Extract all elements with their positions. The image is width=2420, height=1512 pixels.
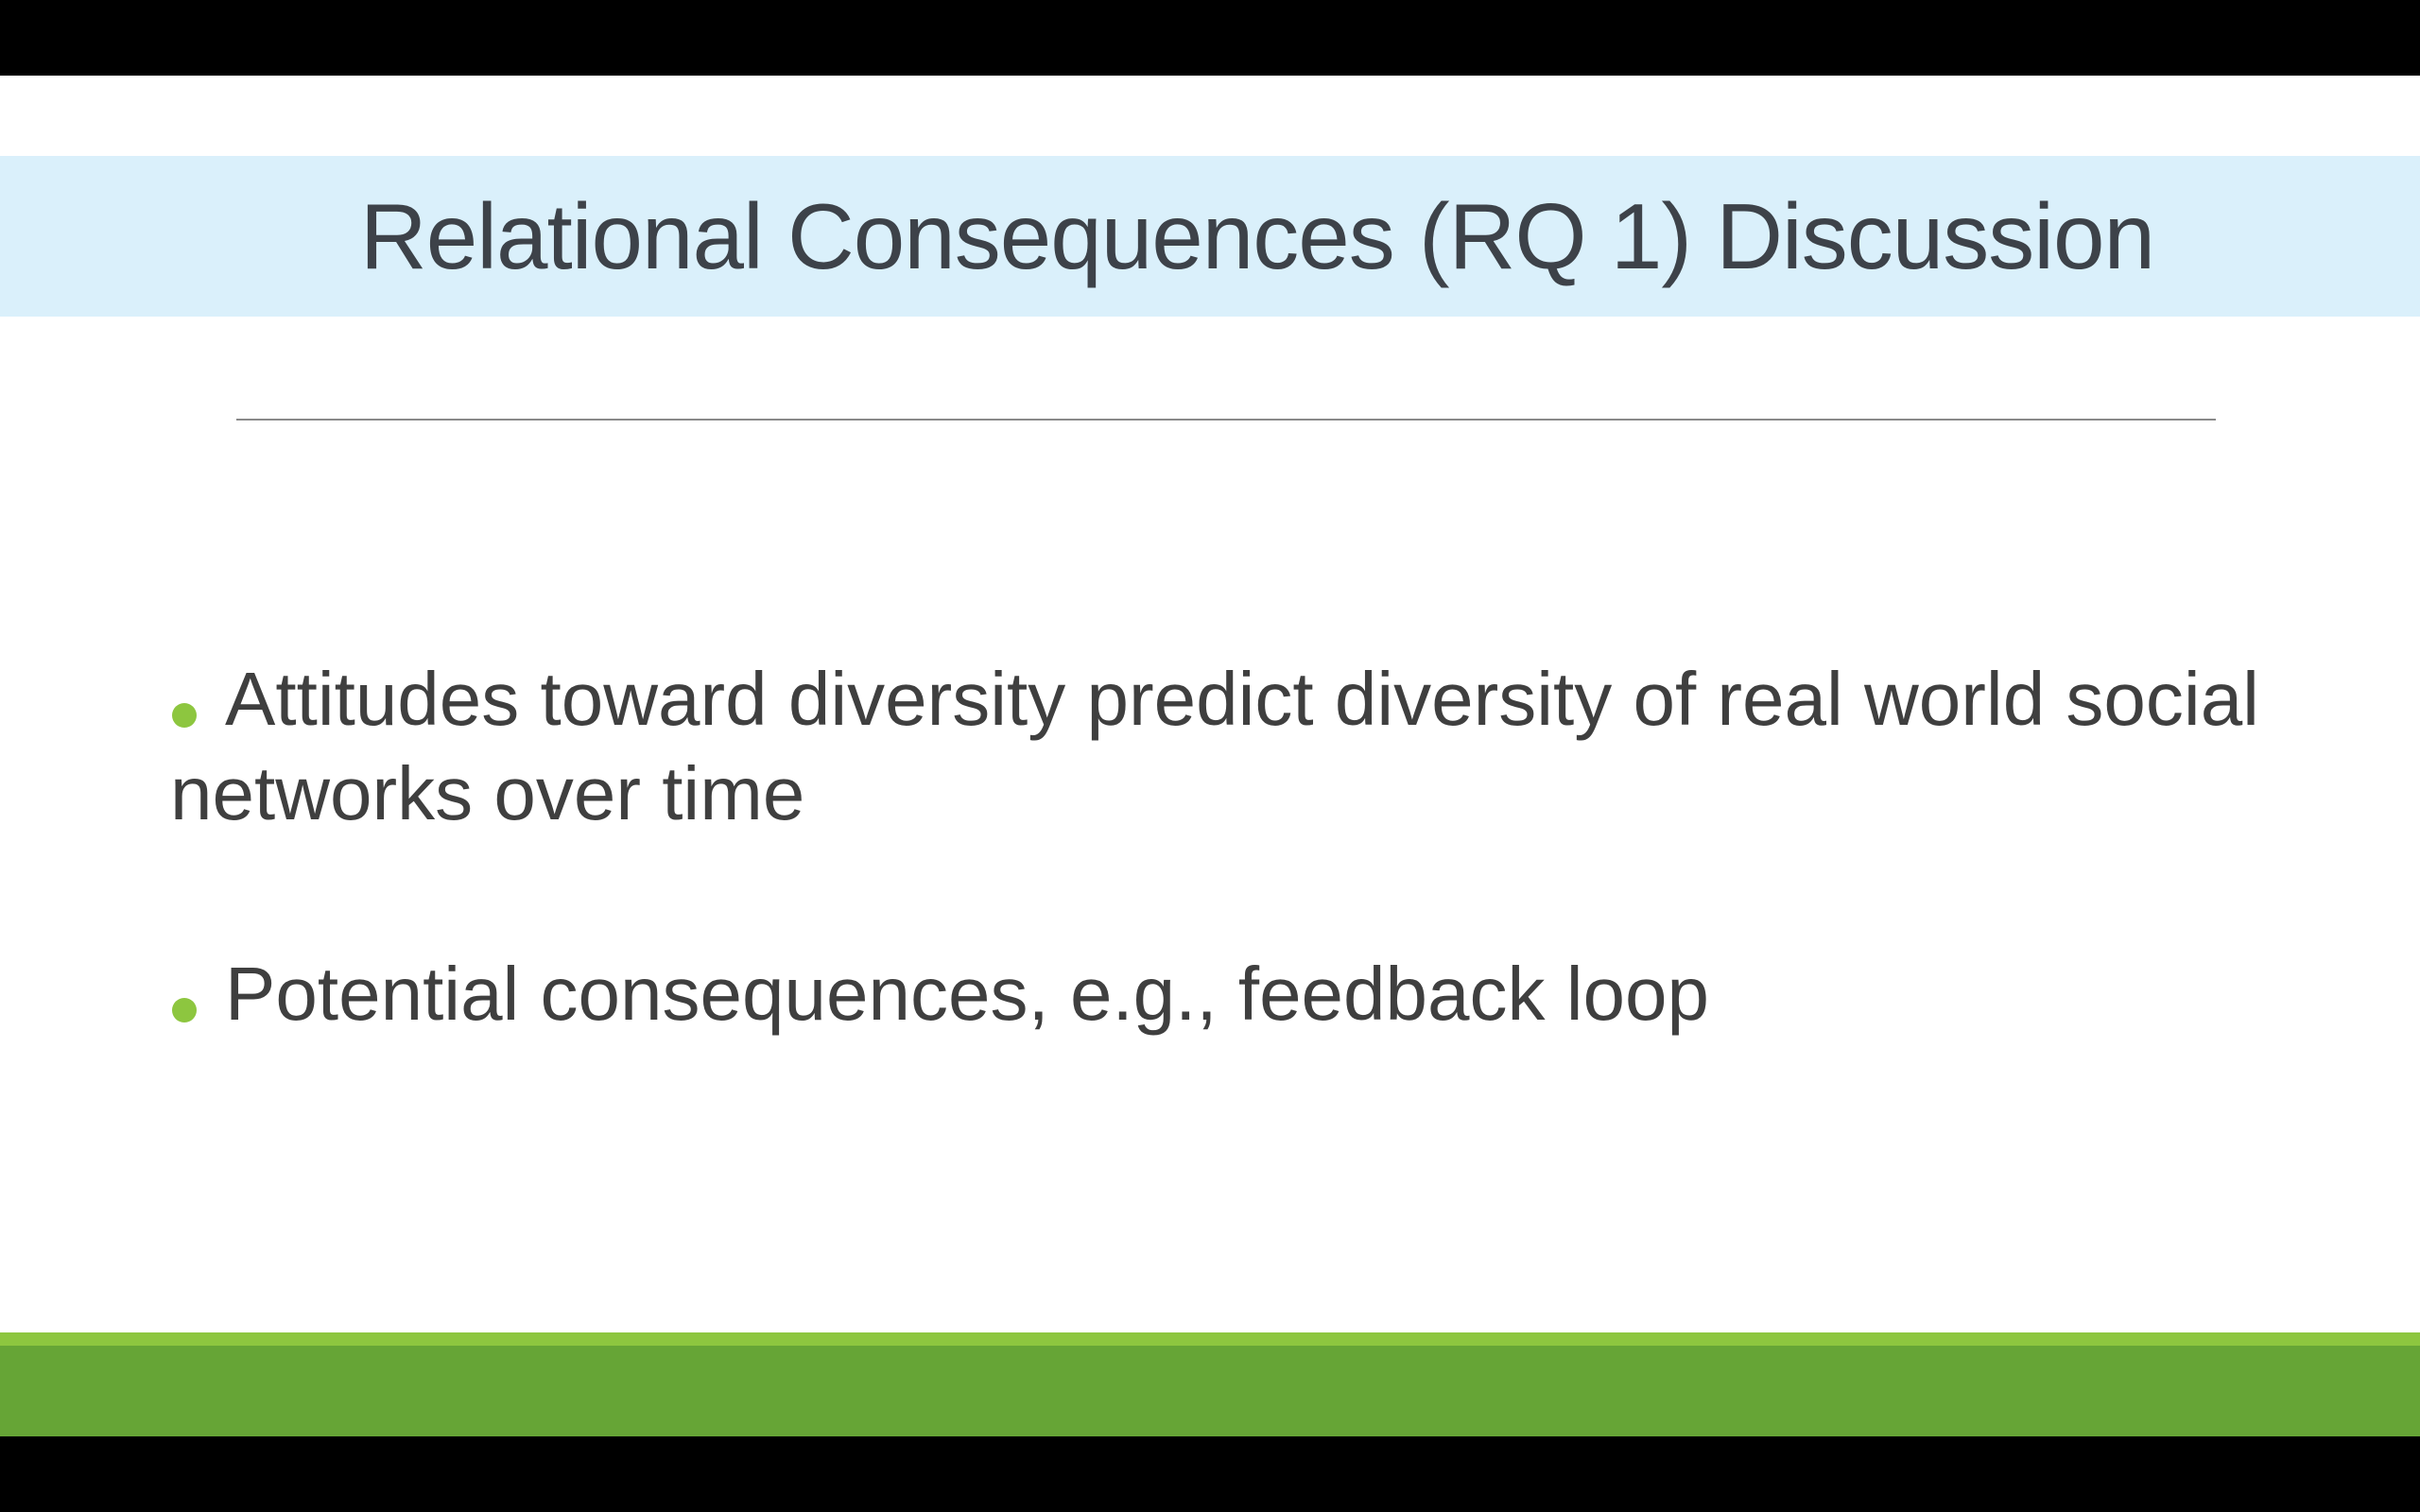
bullet-item: Potential consequences, e.g., feedback l… [170,947,2288,1041]
slide: Relational Consequences (RQ 1) Discussio… [0,76,2420,1436]
title-divider [236,419,2216,421]
bullet-text: Potential consequences, e.g., feedback l… [225,952,1709,1036]
letterbox-bottom [0,1436,2420,1512]
footer-band [0,1346,2420,1436]
bullet-item: Attitudes toward diversity predict diver… [170,652,2288,841]
title-band [0,156,2420,317]
bullet-text: Attitudes toward diversity predict diver… [170,657,2259,835]
letterbox-top [0,0,2420,76]
slide-title: Relational Consequences (RQ 1) Discussio… [359,184,2155,288]
footer-accent-stripe [0,1332,2420,1346]
bullet-list: Attitudes toward diversity predict diver… [170,652,2288,1147]
bullet-icon [172,703,197,728]
bullet-icon [172,998,197,1022]
